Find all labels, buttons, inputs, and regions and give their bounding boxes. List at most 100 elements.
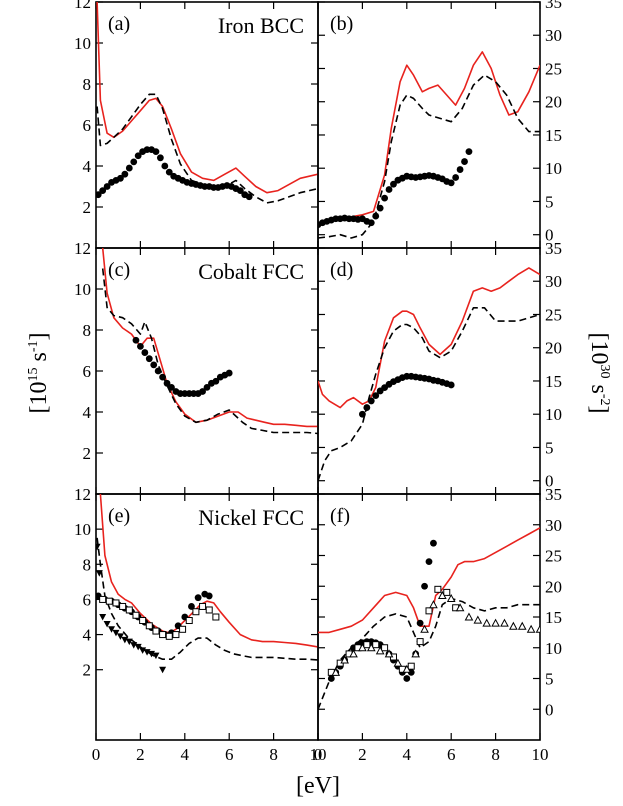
panel-f-series-experiment-triangles-point [517,621,527,630]
panel-c-title: Cobalt FCC [198,259,304,284]
panel-b-ytick-label: 0 [545,226,554,245]
panel-f-xtick-label: 2 [358,745,367,764]
panel-e-series-experiment-squares-point [199,602,207,610]
panel-a-ytick-label: 2 [83,198,92,217]
panel-b-series-experiment-point [381,194,388,202]
panel-d-series-experiment-point [359,410,366,418]
panel-f-series-experiment-squares-point [425,607,433,615]
panel-f-series-group [318,527,540,710]
panel-d-label: (d) [330,259,353,281]
panel-f-series-experiment-circles-point [425,558,433,566]
panel-c-series-experiment-point [212,377,220,385]
panel-e-ytick-label: 6 [83,590,92,609]
panel-e-series-experiment-triangles-point [143,649,151,656]
panel-c-series-experiment-point [168,384,175,391]
panel-a-ytick-label: 4 [83,157,92,176]
panel-f-series-experiment-squares-point [372,641,380,649]
left-ylabel-bracket-open: [ [26,406,52,414]
panel-a-label: (a) [108,13,130,35]
panel-d-ytick-label: 0 [545,472,554,491]
panel-f-series-experiment-triangles-point [384,649,394,658]
panel-e-xtick-label: 6 [225,745,234,764]
panel-f-series-experiment-triangles-point [331,667,341,676]
panel-e-series-dashed-line [96,537,318,661]
panel-e-series-experiment-triangles-point [125,638,133,646]
panel-e-series-experiment-squares-point [119,602,127,610]
panel-d-series-experiment-point [447,381,455,389]
panel-b-series-experiment-point [367,219,375,227]
panel-e-series-experiment-squares-point [212,613,220,621]
panel-e-series-experiment-triangles-point [99,614,107,621]
panel-e-series-experiment-squares-point [165,632,173,640]
panel-c-series-experiment-point [132,336,140,344]
panel-e-xtick-label: 4 [181,745,190,764]
panel-f-series-experiment-triangles-point [411,649,421,658]
panel-e-series-group [96,494,318,674]
panel-f-series-experiment-squares-point [363,641,371,649]
panel-d-ytick-label: 35 [545,239,562,258]
panel-f-series-experiment-triangles-point [535,624,540,633]
panel-c-ytick-label: 10 [74,280,91,299]
panel-f-series-experiment-squares-point [381,644,389,652]
panel-e-series-experiment-squares-point [145,622,153,630]
panel-f-series-experiment-triangles-point [393,658,403,667]
panel-f-series-experiment-circles-point [416,619,424,627]
panel-f-series-experiment-triangles-point [366,643,376,652]
panel-f-series-experiment-triangles-point [375,646,385,655]
panel-b-series-group [318,51,540,239]
panel-f-series-experiment-triangles-point [358,643,367,652]
panel-e-series-experiment-triangles-point [108,626,116,633]
panel-c-series-experiment-point [145,355,153,363]
panel-f-ytick-label: 25 [545,547,562,566]
panel-b-ytick-label: 25 [545,59,562,78]
panel-f-series-experiment-squares-point [416,638,424,646]
left-ylabel-mantissa: 10 [26,382,52,406]
panel-e-series-experiment-squares-point [132,611,140,619]
panel-e-series-experiment-triangles-point [148,650,155,658]
panel-f-label: (f) [330,505,350,527]
panel-a-ytick-label: 10 [74,34,91,53]
panel-f-xtick-label: 4 [403,745,412,764]
panel-f-frame [317,493,541,741]
panel-e-xtick-label: 2 [136,745,145,764]
panel-b-ytick-label: 35 [545,0,562,12]
panel-b-series-experiment-point [447,179,455,187]
right-ylabel-unit: s [586,378,612,393]
panel-e-series-experiment-squares-point [159,631,167,639]
panel-b-series-experiment-point [390,180,397,188]
panel-f-series-experiment-triangles-point [402,664,412,673]
panel-f-xtick-label: 10 [532,745,549,764]
panel-e-ytick-label: 12 [74,485,91,504]
panel-f-series-experiment-triangles-point [509,621,518,630]
panel-b-series-experiment-point [372,212,380,220]
panel-a-series-experiment-point [103,183,111,190]
panel-b-series-experiment-point [376,204,384,212]
panel-b-series-experiment-point [452,174,460,181]
panel-b-ytick-label: 15 [545,126,562,145]
panel-d-ytick-label: 15 [545,372,562,391]
left-ylabel-unit-exponent: -1 [26,340,41,352]
panel-c-series-experiment-point [137,343,144,350]
panel-c-series-dashed-line [101,268,318,435]
panel-a-series-red-line [96,2,318,194]
left-y-axis-label: [1015 s-1] [26,332,52,413]
panel-a-series-experiment-point [96,191,102,199]
panel-d-series-red-line [318,267,540,409]
panel-d-frame [317,247,541,495]
panel-f: 0 5 10 15 20 25 30 35 0 2 4 6 8 10 (f) [314,485,562,764]
panel-c-ytick-label: 12 [74,239,91,258]
panel-f-series-experiment-triangles-point [500,618,509,627]
panel-b-label: (b) [330,13,353,35]
panel-c-ytick-label: 6 [83,362,92,381]
panel-e-series-experiment-squares-point [99,595,107,603]
panel-c-ytick-label: 8 [83,321,92,340]
panel-e-series-experiment-circles-point [194,594,202,602]
panel-f-ytick-label: 0 [545,700,554,719]
panel-a-series-experiment-point [156,154,164,162]
panel-f-ytick-label: 10 [545,639,562,658]
panel-a-series-experiment-point [130,158,138,166]
panel-b-ytick-label: 10 [545,159,562,178]
panel-e-series-experiment-squares-point [172,631,180,639]
left-ylabel-exponent: 15 [26,368,41,382]
